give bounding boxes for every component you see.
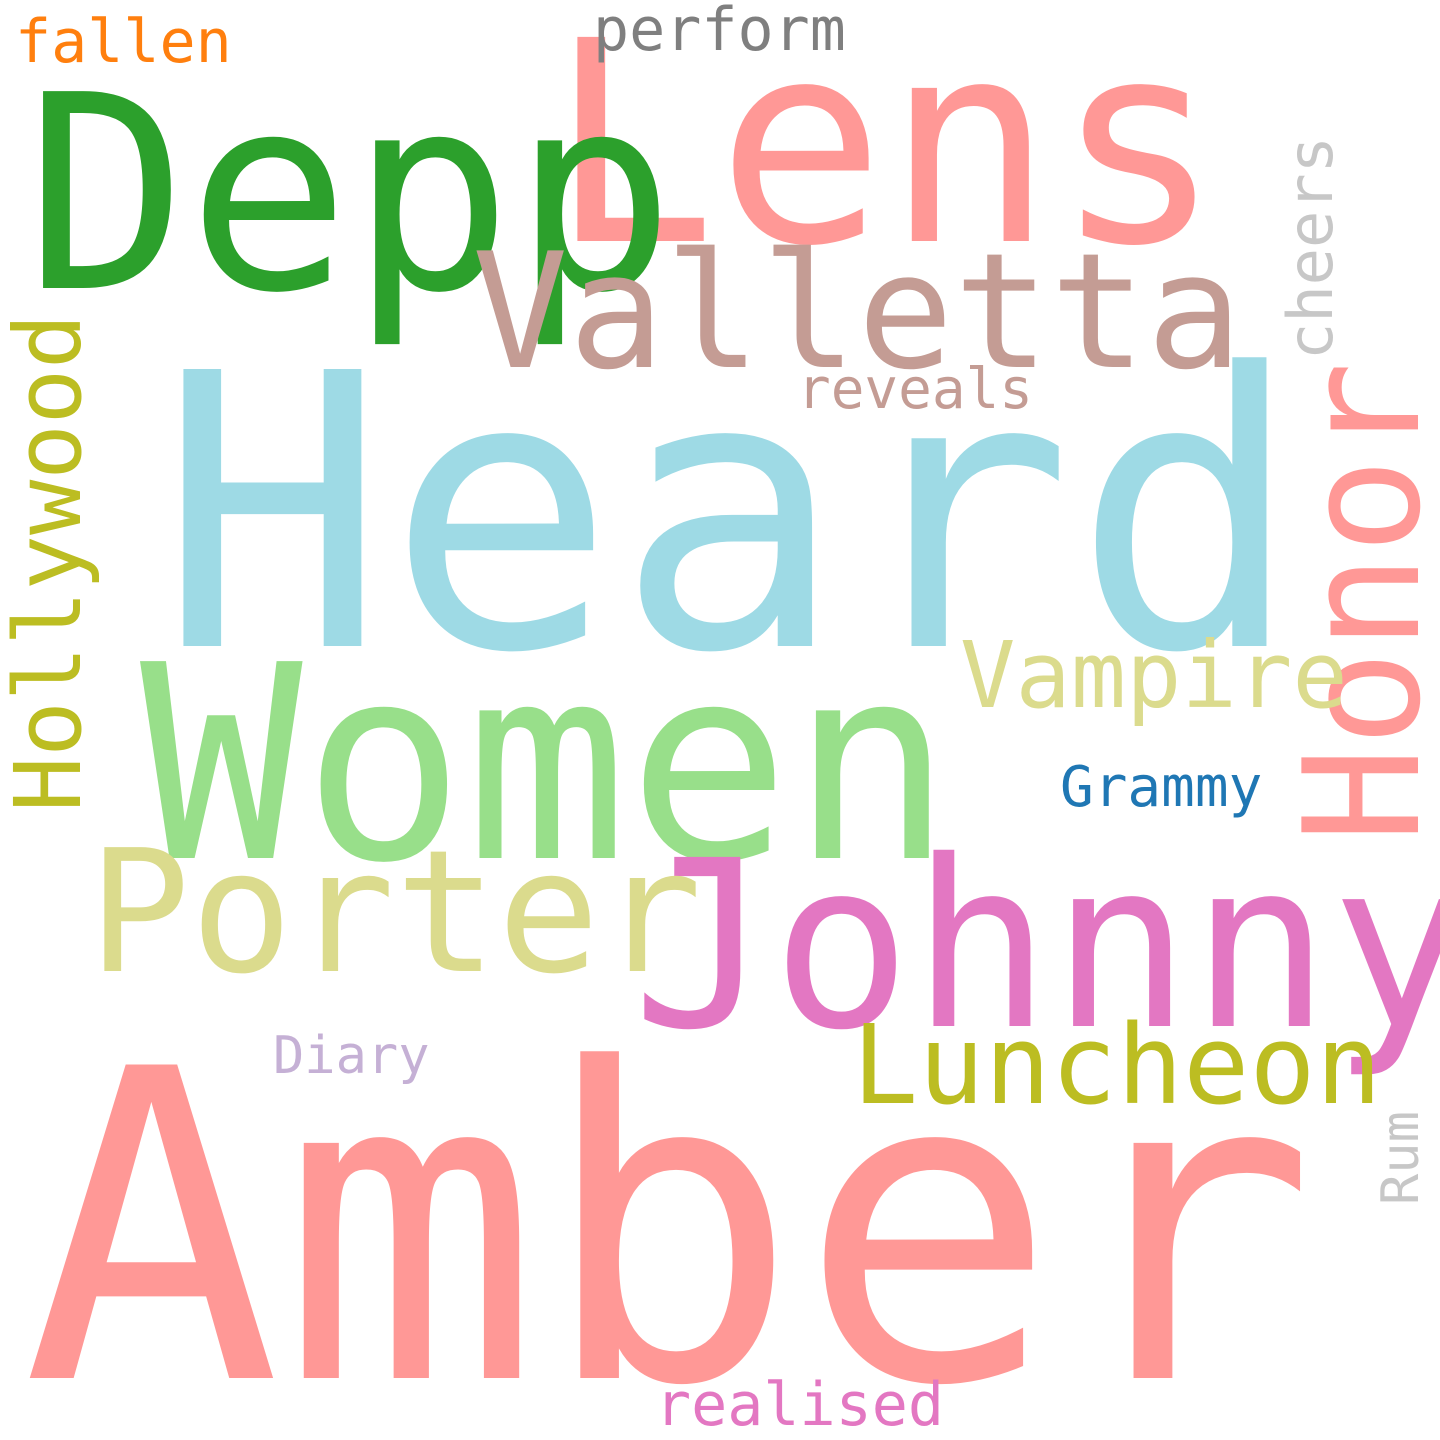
word-amber: Amber xyxy=(22,980,1317,1440)
word-heard: Heard xyxy=(158,293,1302,736)
word-diary: Diary xyxy=(273,1026,430,1086)
word-perform: perform xyxy=(593,0,846,65)
word-honor: Honor xyxy=(1269,361,1440,843)
word-grammy: Grammy xyxy=(1060,755,1263,820)
word-luncheon: Luncheon xyxy=(852,1001,1382,1129)
word-porter: Porter xyxy=(88,814,703,1012)
word-lens: Lens xyxy=(548,0,1223,308)
word-women: Women xyxy=(140,607,953,922)
word-johnny: Johnny xyxy=(632,811,1440,1081)
word-depp: Depp xyxy=(25,37,676,352)
word-cheers: cheers xyxy=(1274,136,1347,360)
word-vampire: Vampire xyxy=(960,622,1348,729)
word-reveals: reveals xyxy=(797,357,1034,422)
word-valletta: Valletta xyxy=(472,218,1243,405)
word-hollywood: Hollywood xyxy=(0,313,102,813)
word-fallen: fallen xyxy=(15,7,232,77)
word-realised: realised xyxy=(655,1370,944,1440)
word-rum: Rum xyxy=(1371,1111,1431,1205)
